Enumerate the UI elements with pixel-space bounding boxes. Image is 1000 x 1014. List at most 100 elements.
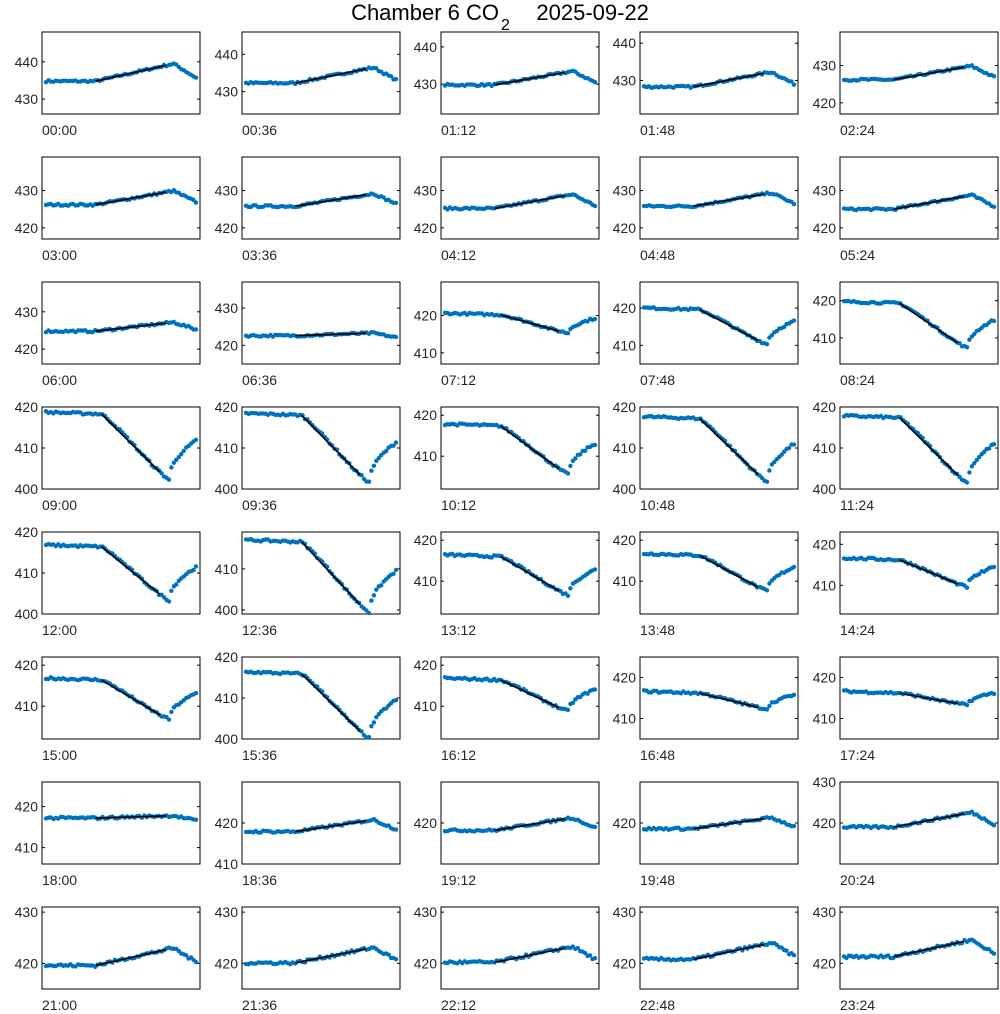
y-tick-label: 410	[15, 698, 39, 714]
axes-box	[241, 531, 401, 615]
axes-box	[639, 281, 799, 365]
y-tick-label: 410	[15, 840, 39, 856]
data-point	[791, 953, 797, 958]
panel-0748: 410 420 07:48	[613, 281, 799, 388]
panel-0412: 420 430 04:12	[414, 156, 600, 263]
data-point	[991, 442, 997, 447]
panel-time-label: 16:12	[441, 747, 476, 763]
data-point	[786, 445, 792, 451]
data-point	[568, 586, 573, 591]
axes-box	[639, 531, 799, 615]
fit-line	[893, 940, 965, 958]
data-point	[972, 461, 977, 466]
axes-box	[440, 156, 600, 240]
axes-box	[639, 156, 799, 240]
panel-time-label: 09:36	[242, 497, 277, 513]
data-point	[791, 823, 797, 829]
panel-time-label: 19:48	[640, 872, 675, 888]
fit-line	[95, 815, 167, 819]
fit-line	[500, 679, 560, 709]
data-point	[991, 204, 997, 209]
data-point	[193, 564, 199, 569]
y-tick-label: 420	[215, 649, 239, 665]
panel-1648: 410 420 16:48	[613, 656, 799, 763]
fit-line	[693, 817, 765, 830]
panel-0336: 420 430 03:36	[215, 156, 401, 263]
data-point	[573, 456, 578, 461]
data-point	[393, 827, 399, 832]
axes-box	[241, 281, 401, 365]
data-point	[592, 203, 598, 209]
y-tick-label: 400	[613, 481, 637, 497]
panel-time-label: 08:24	[840, 372, 875, 388]
panel-time-label: 12:36	[242, 622, 277, 638]
data-point	[193, 690, 199, 696]
axes-box	[639, 31, 799, 115]
data-point	[193, 327, 199, 332]
y-tick-label: 430	[215, 904, 239, 920]
data-point	[585, 691, 590, 696]
fit-line	[494, 818, 566, 832]
data-point	[184, 953, 189, 958]
panel-1312: 410 420 13:12	[414, 531, 600, 638]
data-point	[193, 817, 199, 822]
axes-box	[639, 406, 799, 490]
data-point	[359, 729, 364, 734]
data-point	[371, 720, 377, 725]
data-point	[767, 581, 772, 586]
panel-0448: 420 430 04:48	[613, 156, 799, 263]
data-point	[371, 593, 377, 598]
data-point	[366, 479, 372, 484]
axes-box	[41, 781, 201, 865]
y-tick-label: 430	[813, 58, 837, 74]
panel-1948: 420 19:48	[613, 781, 799, 888]
panel-time-label: 13:12	[441, 622, 476, 638]
data-point	[575, 945, 580, 951]
axes-box	[839, 281, 999, 365]
panel-time-label: 04:12	[441, 247, 476, 263]
panel-1500: 410 420 15:00	[15, 656, 201, 763]
data-point	[969, 809, 975, 814]
panel-time-label: 21:36	[242, 997, 277, 1013]
data-point	[592, 442, 598, 448]
data-point	[592, 80, 598, 85]
data-point	[565, 593, 571, 598]
axes-box	[839, 906, 999, 990]
fit-line	[95, 322, 167, 332]
fit-line	[95, 948, 167, 967]
data-point	[764, 479, 770, 484]
axes-box	[41, 281, 201, 365]
fit-line	[699, 692, 759, 709]
data-point	[779, 452, 784, 457]
panel-time-label: 17:24	[840, 747, 875, 763]
data-point	[583, 448, 588, 453]
data-point	[565, 707, 571, 713]
y-tick-label: 440	[613, 35, 637, 51]
data-point	[393, 334, 399, 340]
y-tick-label: 420	[215, 955, 239, 971]
panel-0000: 430 440 00:00	[15, 31, 201, 138]
data-point	[772, 459, 777, 465]
panel-0524: 420 430 05:24	[813, 156, 999, 263]
y-tick-label: 410	[15, 440, 39, 456]
fit-line	[899, 559, 959, 585]
panel-2248: 420 430 22:48	[613, 904, 799, 1013]
panel-time-label: 10:12	[441, 497, 476, 513]
data-point	[374, 715, 379, 720]
panel-time-label: 09:00	[42, 497, 77, 513]
y-tick-label: 430	[15, 91, 39, 107]
y-tick-label: 430	[414, 904, 438, 920]
data-point	[193, 437, 199, 442]
data-point	[791, 82, 797, 87]
y-tick-label: 420	[414, 407, 438, 423]
data-point	[366, 610, 372, 616]
axes-box	[440, 781, 600, 865]
y-tick-label: 420	[613, 220, 637, 236]
data-point	[791, 692, 797, 697]
panel-1724: 410 420 17:24	[813, 656, 999, 763]
fit-line	[500, 314, 560, 332]
axes-box	[41, 31, 201, 115]
data-point	[565, 471, 571, 476]
data-point	[166, 717, 172, 722]
y-tick-label: 420	[15, 799, 39, 815]
